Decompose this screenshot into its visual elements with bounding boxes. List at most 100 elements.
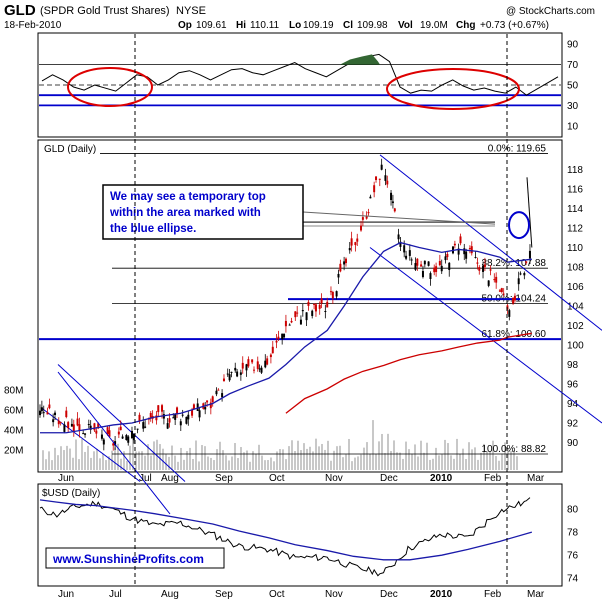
- volume-bar: [129, 445, 131, 470]
- volume-bar: [345, 454, 347, 470]
- volume-bar: [228, 460, 230, 470]
- candle-body: [296, 312, 299, 314]
- price-tick-label: 102: [567, 321, 584, 332]
- candle-body: [435, 266, 438, 272]
- volume-bar: [372, 420, 374, 470]
- volume-bar: [309, 446, 311, 470]
- candle-body: [87, 423, 90, 425]
- volume-bar: [480, 452, 482, 470]
- volume-bar: [327, 440, 329, 470]
- volume-bar: [357, 456, 359, 470]
- rsi-tick-label: 90: [567, 40, 579, 51]
- volume-bar: [504, 442, 506, 470]
- open-value: 109.61: [196, 20, 227, 31]
- volume-bar: [450, 455, 452, 470]
- volume-bar: [120, 458, 122, 470]
- volume-bar: [486, 451, 488, 470]
- volume-bar: [147, 444, 149, 470]
- candle-body: [228, 374, 231, 381]
- volume-bar: [294, 450, 296, 470]
- x-label-dec: Dec: [380, 589, 398, 600]
- volume-bar: [192, 458, 194, 470]
- candle-body: [78, 424, 81, 431]
- volume-bar: [423, 452, 425, 470]
- annotation-callout: We may see a temporary top within the ar…: [102, 184, 304, 240]
- ma-50-line: [40, 241, 532, 434]
- volume-bar: [318, 446, 320, 470]
- candle-body: [523, 273, 526, 276]
- candle-body: [67, 422, 70, 429]
- volume-bar: [90, 457, 92, 470]
- annotation-connector: [302, 211, 496, 225]
- candle-body: [414, 263, 417, 270]
- volume-bar: [438, 455, 440, 470]
- usd-layer: 74 76 78 80: [39, 371, 579, 585]
- volume-bar: [183, 459, 185, 470]
- volume-bar: [117, 443, 119, 470]
- price-panel-label: GLD (Daily): [44, 144, 96, 155]
- candle-body: [299, 319, 302, 325]
- price-tick-label: 106: [567, 282, 584, 293]
- volume-bar: [333, 450, 335, 470]
- candle-body: [82, 433, 85, 435]
- candle-body: [119, 426, 122, 431]
- candle-body: [52, 419, 55, 423]
- candle-body: [138, 414, 141, 421]
- candle-body: [275, 340, 278, 343]
- candle-body: [386, 180, 389, 185]
- candle-body: [423, 260, 426, 265]
- candle-body: [482, 265, 485, 272]
- volume-bar: [141, 451, 143, 470]
- candle-body: [337, 273, 340, 278]
- candle-body: [277, 336, 280, 340]
- volume-bar: [342, 457, 344, 470]
- x-label-mar: Mar: [527, 473, 545, 484]
- candle-body: [76, 418, 79, 426]
- candle-body: [95, 430, 98, 434]
- x-label-jun: Jun: [58, 473, 74, 484]
- usd-line: [39, 497, 531, 577]
- candle-body: [408, 250, 411, 256]
- volume-bar: [507, 449, 509, 470]
- date-label: 18-Feb-2010: [4, 20, 62, 31]
- candle-body: [356, 238, 359, 242]
- candle-body: [305, 312, 308, 321]
- volume-bar: [462, 448, 464, 470]
- candle-body: [350, 238, 353, 246]
- volume-bar: [219, 441, 221, 470]
- candle-body: [155, 415, 158, 421]
- volume-bar: [426, 442, 428, 470]
- x-label-jul: Jul: [109, 589, 122, 600]
- volume-bar: [261, 455, 263, 470]
- annotation-box: [102, 184, 304, 240]
- candle-body: [236, 371, 239, 377]
- candle-body: [433, 267, 436, 273]
- volume-bar: [429, 459, 431, 470]
- symbol-title: GLD: [4, 2, 36, 19]
- candle-body: [440, 265, 443, 272]
- volume-bar: [381, 433, 383, 470]
- volume-bar: [435, 447, 437, 470]
- volume-bar: [270, 457, 272, 470]
- volume-bar: [81, 439, 83, 470]
- candle-body: [192, 404, 195, 410]
- volume-bar: [303, 443, 305, 470]
- volume-bar: [369, 453, 371, 470]
- candle-body: [416, 258, 419, 266]
- volume-bar: [78, 459, 80, 470]
- change-label: Chg: [456, 20, 475, 31]
- candle-body: [284, 320, 287, 327]
- candle-body: [478, 267, 481, 271]
- candle-body: [54, 412, 57, 416]
- candle-body: [222, 378, 225, 382]
- candle-body: [397, 234, 400, 240]
- candle-body: [476, 262, 479, 264]
- candle-body: [399, 241, 402, 247]
- candle-body: [57, 420, 60, 425]
- x-label-nov: Nov: [325, 589, 343, 600]
- candle-body: [209, 402, 212, 409]
- volume-bar: [108, 456, 110, 470]
- volume-bar: [459, 453, 461, 470]
- candle-body: [493, 279, 496, 281]
